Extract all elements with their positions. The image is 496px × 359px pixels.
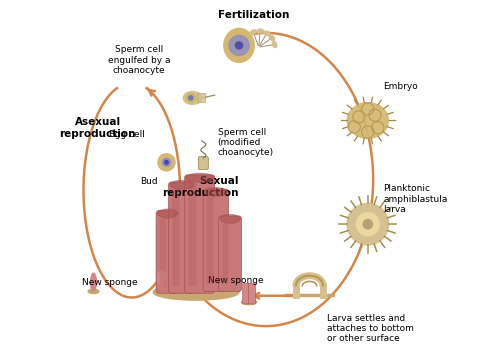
Ellipse shape [186,173,214,182]
Text: Planktonic
amphiblastula
larva: Planktonic amphiblastula larva [383,184,447,214]
Circle shape [356,213,379,236]
FancyBboxPatch shape [198,157,208,169]
Ellipse shape [250,30,256,34]
Ellipse shape [153,284,239,300]
Ellipse shape [158,270,165,285]
FancyBboxPatch shape [219,216,242,292]
Ellipse shape [269,35,275,41]
Ellipse shape [184,92,202,104]
FancyBboxPatch shape [198,93,206,103]
Text: Fertilization: Fertilization [218,10,289,20]
FancyBboxPatch shape [207,197,214,284]
Ellipse shape [242,300,256,305]
Circle shape [363,220,372,229]
FancyBboxPatch shape [160,218,166,286]
Text: Sperm cell
(modified
choanocyte): Sperm cell (modified choanocyte) [218,128,274,158]
Text: New sponge: New sponge [82,278,137,287]
FancyBboxPatch shape [222,224,229,284]
Ellipse shape [272,41,277,47]
Text: Sperm cell
engulfed by a
choanocyte: Sperm cell engulfed by a choanocyte [108,45,170,75]
Circle shape [186,93,195,103]
Circle shape [236,42,243,49]
Circle shape [163,158,171,166]
Ellipse shape [88,289,99,294]
Text: Embryo: Embryo [383,82,418,91]
Circle shape [188,96,193,100]
Ellipse shape [224,28,254,62]
FancyBboxPatch shape [243,283,250,304]
Ellipse shape [91,273,96,291]
Ellipse shape [257,29,263,33]
Text: Sexual
reproduction: Sexual reproduction [163,176,239,197]
Ellipse shape [347,103,388,138]
Ellipse shape [170,181,194,189]
Text: Egg cell: Egg cell [110,130,145,139]
FancyBboxPatch shape [156,211,179,293]
Circle shape [158,154,175,171]
FancyBboxPatch shape [203,189,229,292]
Text: Asexual
reproduction: Asexual reproduction [60,117,136,139]
Ellipse shape [158,209,178,218]
Ellipse shape [264,31,270,36]
Ellipse shape [204,188,227,196]
Circle shape [165,160,168,164]
Text: Larva settles and
attaches to bottom
or other surface: Larva settles and attaches to bottom or … [327,314,414,344]
FancyBboxPatch shape [188,182,196,286]
Circle shape [347,204,388,245]
Circle shape [229,36,249,55]
Text: Bud: Bud [140,177,158,186]
FancyBboxPatch shape [169,182,195,293]
FancyBboxPatch shape [185,175,215,293]
Text: New sponge: New sponge [208,276,263,285]
FancyBboxPatch shape [172,190,180,286]
Ellipse shape [220,215,240,223]
FancyBboxPatch shape [248,283,255,304]
